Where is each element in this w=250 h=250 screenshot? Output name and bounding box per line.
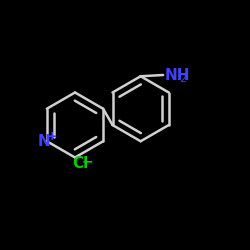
Text: NH: NH — [164, 68, 190, 82]
Text: −: − — [81, 154, 93, 168]
Text: N: N — [38, 134, 50, 149]
Text: +: + — [47, 130, 58, 143]
Text: 2: 2 — [179, 74, 186, 84]
Text: Cl: Cl — [72, 156, 88, 171]
